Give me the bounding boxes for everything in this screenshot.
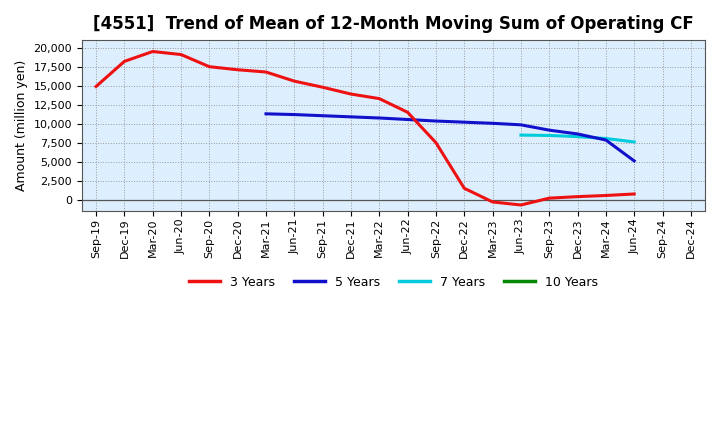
Legend: 3 Years, 5 Years, 7 Years, 10 Years: 3 Years, 5 Years, 7 Years, 10 Years — [184, 271, 603, 294]
Title: [4551]  Trend of Mean of 12-Month Moving Sum of Operating CF: [4551] Trend of Mean of 12-Month Moving … — [93, 15, 694, 33]
Y-axis label: Amount (million yen): Amount (million yen) — [15, 60, 28, 191]
